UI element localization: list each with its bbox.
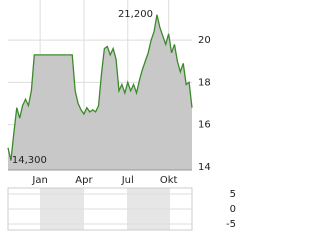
x-tick-label: Jan <box>31 175 47 186</box>
y-tick-label: 0 <box>230 204 236 215</box>
annotation: 21,200 <box>118 9 153 20</box>
y-tick-label: 14 <box>198 162 211 173</box>
y-tick-label: 18 <box>198 77 211 88</box>
x-tick-label: Okt <box>160 175 178 186</box>
y-tick-label: -5 <box>226 219 236 230</box>
line <box>7 14 193 161</box>
y-tick-label: 16 <box>198 120 211 131</box>
x-tick-label: Apr <box>75 175 93 186</box>
x-tick-label: Jul <box>121 175 134 186</box>
chart: 14 16 18 20 Jan Apr Jul Okt 21,200 14,300 5 0 -5 <box>7 0 236 231</box>
y-tick-label: 20 <box>198 35 211 46</box>
annotation: 14,300 <box>12 155 47 166</box>
y-tick-label: 5 <box>230 189 236 200</box>
